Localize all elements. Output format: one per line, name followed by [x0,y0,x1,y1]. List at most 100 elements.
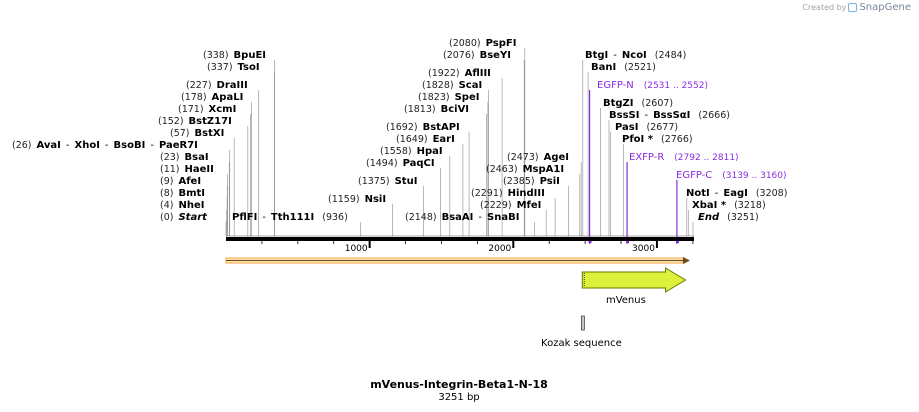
site-end: End (3251) [698,212,759,223]
site-enzyme-name: AvaI [37,140,61,151]
site-position: (2229) [480,200,512,211]
site-spei: (1823) SpeI [418,92,479,103]
site-position: (2677) [646,122,678,133]
site-avai: (26) AvaI - XhoI - BsoBI - PaeR7I [12,140,198,151]
site-bmti: (8) BmtI [160,188,205,199]
tick-label: 1000 [345,244,368,254]
site-label: (2463) MspA1I [486,164,564,175]
site-haeii: (11) HaeII [160,164,214,175]
site-position: (1649) [396,134,428,145]
primer-mark [675,240,679,243]
snapgene-logo-icon [848,3,858,12]
site-label: (8) BmtI [160,188,205,199]
feature-label: mVenus [606,295,646,306]
site-label: NotI - EagI (3208) [686,188,787,199]
site-label: (4) NheI [160,200,204,211]
site-scai: (1828) ScaI [422,80,482,91]
primer-mark [588,240,592,243]
site-draiii: (227) DraIII [186,80,248,91]
site-enzyme-name: HpaI [417,146,443,157]
site-position: (0) [160,212,173,223]
site-label: (2229) MfeI [480,200,541,211]
site-label: (9) AfeI [160,176,201,187]
site-bsaai: (2148) BsaAI - SnaBI [405,212,519,223]
site-enzyme-name: BstZ17I [189,116,232,127]
site-label: PflFI - Tth111I (936) [232,212,348,223]
site-label: (1813) BciVI [404,104,469,115]
feature-kozak: Kozak sequence [541,315,622,349]
feature-label: Kozak sequence [541,338,622,349]
primer-label: EXFP-R (2792 .. 2811) [629,152,739,163]
site-enzyme-name: BmtI [178,188,205,199]
site-position: (2080) [449,38,481,49]
site-position: (2473) [507,152,539,163]
site-position: (2607) [642,98,674,109]
site-btgi: BtgI - NcoI (2484) [585,50,686,61]
primer-exfp-r: EXFP-R (2792 .. 2811) [626,152,739,244]
site-position: (2463) [486,164,518,175]
site-enzyme-name: EagI [723,188,747,199]
site-leader-lines [225,48,694,236]
site-separator: - [715,188,719,199]
site-position: (2385) [503,176,535,187]
primer-label: EGFP-N (2531 .. 2552) [597,80,708,91]
site-label: End (3251) [698,212,759,223]
site-nhei: (4) NheI [160,200,204,211]
site-enzyme-name: Tth111I [271,212,314,223]
site-mspa1i: (2463) MspA1I [486,164,564,175]
site-position: (2291) [471,188,503,199]
site-separator: - [262,212,266,223]
site-enzyme-name: PasI [615,122,638,133]
site-position: (57) [170,128,190,139]
site-enzyme-name: BtgI [585,50,608,61]
site-label: (152) BstZ17I [158,116,232,127]
site-label: (1159) NsiI [328,194,386,205]
site-afliii: (1922) AflIII [428,68,491,79]
primer-egfp-n: EGFP-N (2531 .. 2552) [588,80,708,244]
primer-name: EGFP-N [597,80,634,91]
site-position: (1558) [380,146,412,157]
feature-box [580,315,585,331]
site-position: (3208) [756,188,788,199]
site-xcmi: (171) XcmI [178,104,236,115]
site-enzyme-name: XcmI [209,104,237,115]
site-label: (178) ApaLI [181,92,243,103]
site-label: (2291) HindIII [471,188,545,199]
primer-range: (2531 .. 2552) [644,81,708,91]
site-bstz17i: (152) BstZ17I [158,116,232,127]
site-enzyme-name: TsoI [238,62,260,73]
map-title: mVenus-Integrin-Beta1-N-18 [370,378,548,391]
site-position: (23) [160,152,180,163]
feature-mvenus: mVenus [581,267,687,306]
site-position: (338) [203,50,229,61]
site-position: (26) [12,140,32,151]
site-stui: (1375) StuI [358,176,417,187]
site-label: (337) TsoI [207,62,260,73]
site-position: (2666) [698,110,730,121]
site-position: (152) [158,116,184,127]
site-pflfi: PflFI - Tth111I (936) [232,212,348,223]
site-enzyme-name: PsiI [540,176,560,187]
site-position: (1159) [328,194,360,205]
site-separator: - [478,212,482,223]
site-bsssi: BssSI - BssSαI (2666) [609,110,730,121]
site-pfoi: PfoI * (2766) [622,134,693,145]
site-enzyme-name: PaqCI [403,158,435,169]
site-position: (2521) [624,62,656,73]
site-label: XbaI * (3218) [692,200,766,211]
site-label: (2473) AgeI [507,152,569,163]
site-position: (1375) [358,176,390,187]
site-position: (2484) [655,50,687,61]
tick-label: 2000 [488,244,511,254]
site-enzyme-name: End [698,212,720,223]
site-enzyme-name: BanI [591,62,616,73]
site-enzyme-name: BsoBI [114,140,146,151]
site-position: (1922) [428,68,460,79]
site-bani: BanI (2521) [591,62,656,73]
site-position: (8) [160,188,173,199]
site-hpai: (1558) HpaI [380,146,443,157]
site-enzyme-name: BstXI [195,128,225,139]
site-pasi: PasI (2677) [615,122,678,133]
credit-prefix: Created by [802,3,847,12]
